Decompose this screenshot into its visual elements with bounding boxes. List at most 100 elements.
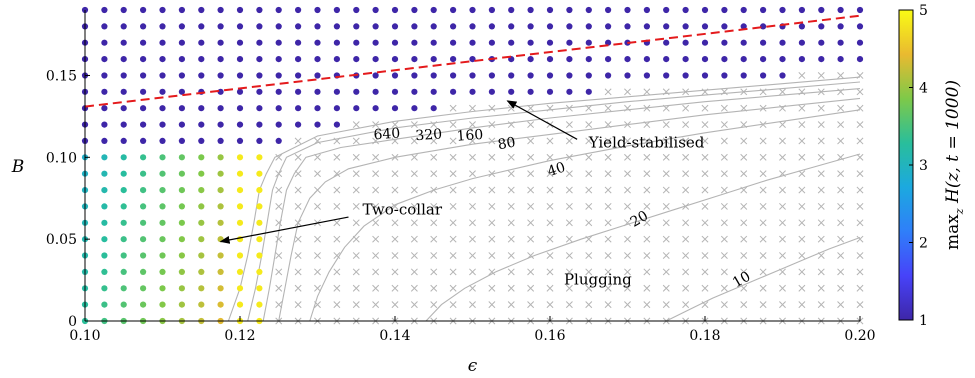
data-point xyxy=(295,105,302,112)
plugging-marker xyxy=(294,219,302,227)
data-point xyxy=(295,6,302,14)
plugging-marker xyxy=(740,235,748,243)
plugging-marker xyxy=(662,202,670,210)
plugging-marker xyxy=(527,268,535,276)
plugging-marker xyxy=(798,268,806,276)
plugging-marker xyxy=(798,153,806,161)
data-point xyxy=(178,301,185,308)
plugging-marker xyxy=(798,219,806,227)
data-point xyxy=(101,56,108,63)
data-point xyxy=(818,6,825,14)
plugging-marker xyxy=(682,252,690,259)
plugging-marker xyxy=(333,170,341,178)
plugging-marker xyxy=(352,121,360,129)
contour-line-80 xyxy=(278,97,861,322)
plugging-marker xyxy=(643,219,651,227)
plugging-marker xyxy=(682,137,690,145)
data-point xyxy=(198,301,205,308)
plugging-marker xyxy=(430,284,438,292)
data-point xyxy=(140,170,147,177)
plugging-marker xyxy=(565,121,573,129)
data-point xyxy=(411,56,418,63)
plugging-marker xyxy=(430,121,438,129)
plugging-marker xyxy=(469,121,476,129)
plugging-marker xyxy=(837,121,845,129)
data-point xyxy=(101,105,108,112)
plugging-marker xyxy=(662,88,670,96)
plugging-marker xyxy=(662,170,670,178)
data-point xyxy=(295,121,302,128)
plugging-marker xyxy=(720,284,728,292)
colorbar: 1 2 3 4 5 maxz H(z, t = 1000) xyxy=(898,3,966,329)
plugging-marker xyxy=(643,268,651,276)
data-point xyxy=(159,236,166,243)
data-point xyxy=(566,56,573,63)
data-point xyxy=(856,39,864,46)
plugging-marker xyxy=(701,202,709,210)
y-tick-label: 0 xyxy=(68,314,77,330)
data-point xyxy=(760,56,767,63)
plugging-marker xyxy=(352,170,360,178)
plugging-marker xyxy=(449,170,457,178)
data-point xyxy=(256,252,263,259)
data-point xyxy=(178,154,185,161)
data-point xyxy=(624,23,631,30)
plugging-marker xyxy=(430,301,438,309)
plugging-marker xyxy=(585,186,593,194)
data-point xyxy=(120,121,127,128)
plugging-marker xyxy=(682,104,690,112)
plugging-marker xyxy=(682,88,690,96)
data-point xyxy=(256,236,263,243)
data-point xyxy=(372,39,379,46)
plugging-marker xyxy=(779,153,786,161)
data-point xyxy=(178,88,185,95)
plugging-marker xyxy=(430,252,438,259)
plugging-marker xyxy=(507,252,515,259)
plugging-marker xyxy=(410,153,418,161)
plugging-marker xyxy=(585,252,593,259)
plugging-marker xyxy=(759,104,767,112)
plugging-marker xyxy=(488,170,496,178)
data-point xyxy=(353,39,360,46)
plugging-marker xyxy=(488,153,496,161)
data-point xyxy=(236,56,244,63)
plugging-marker xyxy=(546,170,554,178)
data-point xyxy=(236,268,244,275)
plugging-marker xyxy=(682,153,690,161)
plugging-marker xyxy=(837,72,845,79)
plugging-marker xyxy=(488,219,496,227)
data-point xyxy=(314,39,321,46)
plugging-marker xyxy=(410,268,418,276)
data-point xyxy=(217,121,224,128)
data-point xyxy=(546,23,554,30)
data-point xyxy=(721,72,728,79)
data-point xyxy=(488,72,495,79)
data-point xyxy=(740,39,747,46)
plugging-marker xyxy=(837,301,845,309)
data-point xyxy=(198,170,205,177)
data-point xyxy=(236,187,244,194)
data-point xyxy=(430,6,437,14)
plugging-marker xyxy=(469,284,476,292)
data-point xyxy=(372,6,379,14)
data-point xyxy=(236,88,244,95)
data-point xyxy=(159,137,166,144)
data-point xyxy=(217,268,224,275)
data-points xyxy=(81,6,864,325)
data-point xyxy=(372,23,379,30)
plugging-marker xyxy=(314,252,321,259)
data-point xyxy=(837,6,844,14)
plugging-marker xyxy=(469,137,476,145)
plugging-marker xyxy=(856,301,864,309)
plugging-marker xyxy=(624,301,631,309)
data-point xyxy=(333,56,340,63)
plugging-marker xyxy=(507,219,515,227)
plugging-marker xyxy=(759,88,767,96)
data-point xyxy=(120,23,127,30)
plugging-marker xyxy=(624,186,631,194)
data-point xyxy=(469,23,476,30)
data-point xyxy=(159,39,166,46)
plugging-marker xyxy=(624,121,631,129)
data-point xyxy=(837,39,844,46)
plugging-marker xyxy=(817,235,825,243)
